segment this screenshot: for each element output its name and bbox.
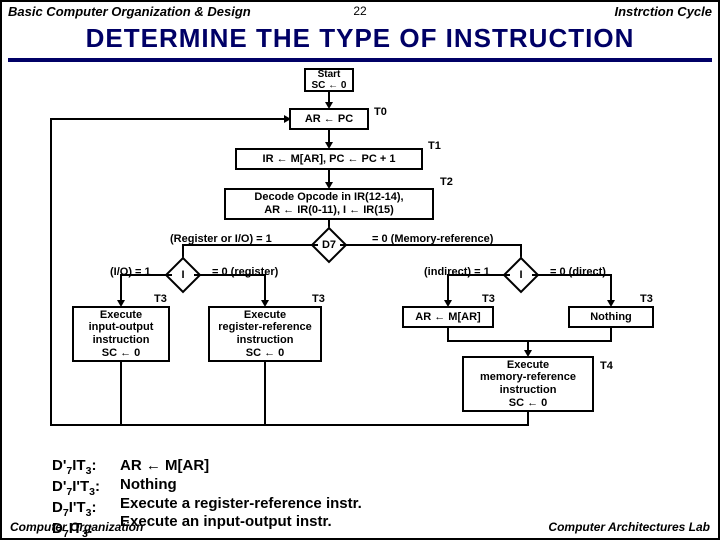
line xyxy=(532,274,612,276)
label-t0: T0 xyxy=(374,106,387,118)
box-exec-io: Execute input-output instruction SC ← 0 xyxy=(72,306,170,362)
flowchart: Start SC ← 0 AR ← PC T0 IR ← M[AR], PC ←… xyxy=(2,68,718,468)
line xyxy=(447,340,612,342)
footer: Computer Organization Computer Architect… xyxy=(2,520,718,534)
line xyxy=(527,412,529,424)
line xyxy=(447,328,449,340)
line xyxy=(50,118,52,426)
box-t1: IR ← M[AR], PC ← PC + 1 xyxy=(235,148,423,170)
diamond-d7: D7 xyxy=(316,232,342,258)
line xyxy=(50,424,529,426)
sum-r2l: D'7I'T3: xyxy=(52,478,100,499)
line xyxy=(610,274,612,302)
page-number: 22 xyxy=(353,4,366,18)
label-t2: T2 xyxy=(440,176,453,188)
sum-r1l: D'7IT3: xyxy=(52,457,100,478)
line xyxy=(50,118,286,120)
box-ar-mar: AR ← M[AR] xyxy=(402,306,494,328)
slide-title: DETERMINE THE TYPE OF INSTRUCTION xyxy=(2,21,718,58)
box-start: Start SC ← 0 xyxy=(304,68,354,92)
line xyxy=(120,362,122,424)
box-nothing: Nothing xyxy=(568,306,654,328)
line xyxy=(340,244,522,246)
line xyxy=(120,274,122,302)
box-t0: AR ← PC xyxy=(289,108,369,130)
line xyxy=(120,274,172,276)
footer-left: Computer Organization xyxy=(10,520,143,534)
arrow-icon xyxy=(284,115,291,123)
header-left: Basic Computer Organization & Design xyxy=(8,4,251,19)
label-i-rr: = 0 (direct) xyxy=(550,266,606,278)
line xyxy=(447,274,510,276)
box-exec-mem: Execute memory-reference instruction SC … xyxy=(462,356,594,412)
label-t3a: T3 xyxy=(154,293,167,305)
label-i-ll: (I/O) = 1 xyxy=(110,266,151,278)
title-divider xyxy=(8,58,712,62)
header-right: Instrction Cycle xyxy=(614,4,712,19)
label-t3c: T3 xyxy=(482,293,495,305)
footer-right: Computer Architectures Lab xyxy=(548,520,710,534)
label-t3b: T3 xyxy=(312,293,325,305)
line xyxy=(610,328,612,340)
label-t4: T4 xyxy=(600,360,613,372)
box-t2: Decode Opcode in IR(12-14), AR ← IR(0-11… xyxy=(224,188,434,220)
line xyxy=(264,362,266,424)
sum-r2r: Nothing xyxy=(120,476,362,495)
label-t1: T1 xyxy=(428,140,441,152)
sum-r3l: D7I'T3: xyxy=(52,499,100,520)
header: Basic Computer Organization & Design 22 … xyxy=(2,2,718,21)
label-i-lr: = 0 (register) xyxy=(212,266,278,278)
diamond-i-left: I xyxy=(170,262,196,288)
slide-page: Basic Computer Organization & Design 22 … xyxy=(0,0,720,540)
label-t3d: T3 xyxy=(640,293,653,305)
line xyxy=(447,274,449,302)
line xyxy=(194,274,266,276)
sum-r3r: Execute a register-reference instr. xyxy=(120,495,362,514)
label-i-rl: (indirect) = 1 xyxy=(424,266,490,278)
box-exec-reg: Execute register-reference instruction S… xyxy=(208,306,322,362)
diamond-i-right: I xyxy=(508,262,534,288)
sum-r1r: AR ← M[AR] xyxy=(120,457,362,476)
line xyxy=(182,244,318,246)
line xyxy=(264,274,266,302)
